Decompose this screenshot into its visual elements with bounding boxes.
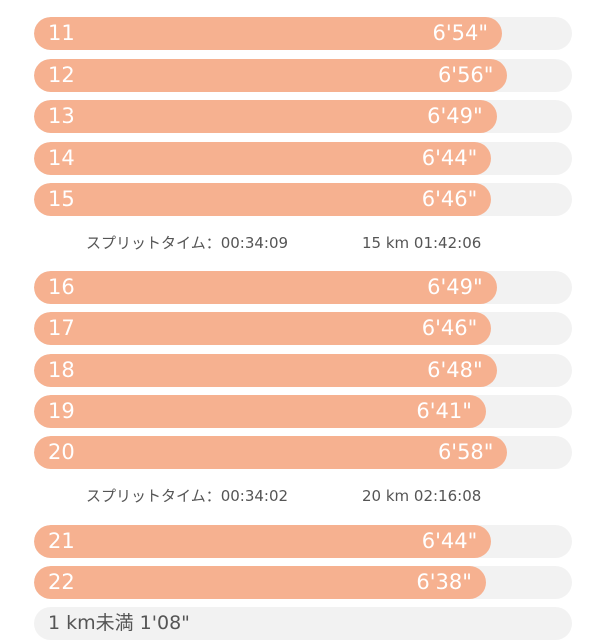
lap-row-22[interactable]: 22 6'38" [34, 566, 572, 599]
lap-row-15[interactable]: 15 6'46" [34, 183, 572, 216]
lap-pace: 6'56" [437, 63, 494, 87]
lap-bar [34, 100, 497, 133]
under-1km-label: 1 km未満 1'08" [48, 612, 190, 634]
lap-row-14[interactable]: 14 6'44" [34, 142, 572, 175]
lap-row-11[interactable]: 11 6'54" [34, 17, 572, 50]
cumulative-distance-time: 20 km 02:16:08 [362, 487, 482, 505]
lap-bar [34, 395, 486, 428]
lap-pace: 6'38" [416, 570, 472, 594]
lap-pace: 6'46" [421, 187, 478, 211]
lap-bar [34, 566, 486, 599]
lap-row-20[interactable]: 20 6'58" [34, 436, 572, 469]
lap-number: 14 [48, 146, 75, 170]
lap-pace: 6'44" [421, 529, 478, 553]
lap-bar [34, 312, 492, 345]
lap-number: 13 [48, 104, 75, 128]
cumulative-distance-time: 15 km 01:42:06 [362, 234, 482, 252]
split-time: スプリットタイム：00:34:02 [86, 487, 289, 505]
lap-number: 12 [48, 63, 75, 87]
lap-pace: 6'41" [416, 399, 472, 423]
split-time: スプリットタイム：00:34:09 [86, 234, 289, 252]
split-summary-20km: スプリットタイム：00:34:02 20 km 02:16:08 [0, 486, 606, 506]
lap-bar [34, 354, 497, 387]
lap-row-16[interactable]: 16 6'49" [34, 271, 572, 304]
lap-row-13[interactable]: 13 6'49" [34, 100, 572, 133]
lap-pace: 6'58" [437, 440, 494, 464]
lap-number: 19 [48, 399, 75, 423]
lap-bar [34, 271, 497, 304]
lap-pace: 6'48" [427, 358, 483, 382]
lap-bar [34, 525, 492, 558]
lap-number: 18 [48, 358, 75, 382]
lap-bar [34, 436, 508, 469]
lap-number: 15 [48, 187, 75, 211]
lap-bar [34, 142, 492, 175]
lap-row-21[interactable]: 21 6'44" [34, 525, 572, 558]
lap-number: 22 [48, 570, 75, 594]
lap-bar [34, 183, 492, 216]
lap-pace: 6'46" [421, 316, 478, 340]
lap-pace: 6'44" [421, 146, 478, 170]
lap-bar [34, 17, 503, 50]
lap-pace: 6'49" [427, 104, 483, 128]
lap-number: 11 [48, 21, 75, 45]
lap-row-18[interactable]: 18 6'48" [34, 354, 572, 387]
lap-row-19[interactable]: 19 6'41" [34, 395, 572, 428]
lap-row-17[interactable]: 17 6'46" [34, 312, 572, 345]
under-1km-row[interactable]: 1 km未満 1'08" [34, 607, 572, 640]
lap-number: 16 [48, 275, 75, 299]
lap-row-12[interactable]: 12 6'56" [34, 59, 572, 92]
lap-pace: 6'54" [432, 21, 489, 45]
lap-number: 20 [48, 440, 75, 464]
split-summary-15km: スプリットタイム：00:34:09 15 km 01:42:06 [0, 233, 606, 253]
lap-bar [34, 59, 508, 92]
lap-number: 17 [48, 316, 75, 340]
lap-pace: 6'49" [427, 275, 483, 299]
lap-number: 21 [48, 529, 75, 553]
